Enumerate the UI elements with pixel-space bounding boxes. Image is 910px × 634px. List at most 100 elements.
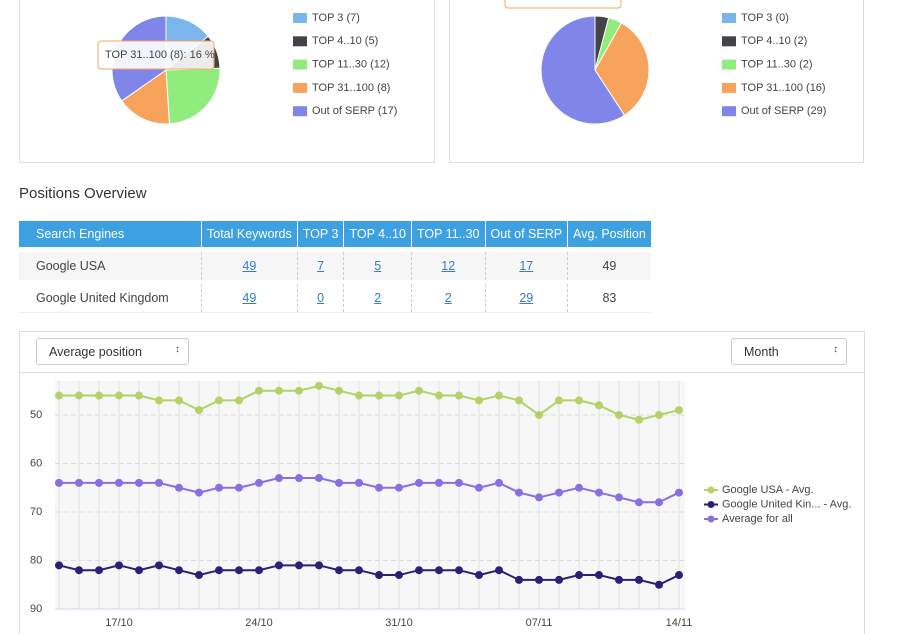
data-point bbox=[295, 561, 303, 570]
data-point bbox=[355, 478, 363, 487]
table-cell: 0 bbox=[296, 280, 344, 313]
column-header: TOP 3 bbox=[296, 221, 344, 250]
data-point bbox=[175, 483, 183, 492]
y-tick-label: 80 bbox=[30, 554, 42, 566]
data-point bbox=[155, 478, 163, 487]
data-point bbox=[315, 561, 323, 570]
data-point bbox=[535, 575, 543, 584]
data-point bbox=[355, 391, 363, 400]
data-point bbox=[155, 396, 163, 405]
data-point bbox=[75, 566, 83, 575]
y-tick-label: 50 bbox=[30, 409, 42, 421]
tooltip-box bbox=[504, 0, 622, 9]
tooltip-box bbox=[97, 40, 215, 70]
legend-label: Google USA - Avg. bbox=[722, 484, 814, 496]
legend-label: TOP 11..30 (12) bbox=[312, 59, 390, 71]
data-point bbox=[455, 566, 463, 575]
pie-slice bbox=[594, 22, 650, 116]
plot-bg bbox=[55, 381, 685, 609]
data-point bbox=[235, 566, 243, 575]
data-point bbox=[95, 566, 103, 575]
data-point bbox=[415, 386, 423, 395]
legend-label: TOP 3 (7) bbox=[312, 12, 360, 24]
legend-swatch bbox=[722, 59, 736, 70]
data-point bbox=[415, 566, 423, 575]
positions-table: Search Engines Total Keywords TOP 3 TOP 4..… bbox=[19, 221, 651, 313]
legend-label: TOP 31..100 (8) bbox=[312, 82, 390, 94]
table-cell: 49 bbox=[201, 280, 298, 313]
cell-link[interactable]: 49 bbox=[242, 259, 257, 273]
legend-label: Out of SERP (29) bbox=[741, 105, 826, 117]
data-point bbox=[175, 396, 183, 405]
divider bbox=[20, 372, 864, 373]
legend-label: TOP 4..10 (5) bbox=[312, 35, 378, 47]
data-point bbox=[215, 483, 223, 492]
cell-link[interactable]: 29 bbox=[519, 291, 534, 305]
legend-swatch bbox=[722, 82, 736, 93]
legend-label: Average for all bbox=[722, 513, 793, 525]
period-select[interactable]: Month bbox=[731, 338, 847, 365]
data-point bbox=[135, 391, 143, 400]
column-header: TOP 4..10 bbox=[343, 221, 412, 250]
x-tick-label: 24/10 bbox=[245, 617, 273, 629]
data-point bbox=[615, 575, 623, 584]
data-point bbox=[75, 478, 83, 487]
data-point bbox=[475, 571, 483, 580]
data-point bbox=[55, 391, 63, 400]
column-header: Avg. Position bbox=[567, 221, 651, 250]
data-point bbox=[95, 391, 103, 400]
legend-swatch bbox=[722, 36, 736, 47]
cell-link[interactable]: 0 bbox=[317, 291, 325, 305]
data-point bbox=[175, 566, 183, 575]
data-point bbox=[675, 406, 683, 415]
cell-link[interactable]: 2 bbox=[444, 291, 452, 305]
data-point bbox=[215, 566, 223, 575]
data-point bbox=[635, 575, 643, 584]
table-cell: 29 bbox=[484, 280, 568, 313]
data-point bbox=[75, 391, 83, 400]
data-point bbox=[115, 391, 123, 400]
data-point bbox=[255, 386, 263, 395]
legend-label: TOP 3 (0) bbox=[741, 12, 789, 24]
x-tick-label: 17/10 bbox=[105, 617, 133, 629]
data-point bbox=[395, 391, 403, 400]
data-point bbox=[195, 406, 203, 415]
data-point bbox=[115, 561, 123, 570]
legend-swatch bbox=[293, 59, 307, 70]
data-point bbox=[575, 396, 583, 405]
table-cell: 83 bbox=[567, 280, 651, 313]
table-cell: 49 bbox=[201, 247, 298, 282]
data-point bbox=[615, 493, 623, 502]
data-point bbox=[295, 474, 303, 483]
cell-link[interactable]: 7 bbox=[317, 259, 325, 273]
data-point bbox=[375, 483, 383, 492]
data-point bbox=[255, 566, 263, 575]
legend-swatch bbox=[293, 106, 307, 117]
cell-link[interactable]: 49 bbox=[242, 291, 257, 305]
data-point bbox=[115, 478, 123, 487]
legend-swatch bbox=[293, 82, 307, 93]
data-point bbox=[555, 396, 563, 405]
legend-swatch bbox=[293, 13, 307, 23]
data-point bbox=[395, 483, 403, 492]
cell-link[interactable]: 5 bbox=[374, 259, 382, 273]
data-point bbox=[495, 391, 503, 400]
table-row: Google USA 49 7 5 12 17 49 bbox=[19, 247, 651, 282]
data-point bbox=[55, 478, 63, 487]
legend-label: Out of SERP (17) bbox=[312, 105, 397, 117]
data-point bbox=[675, 488, 683, 497]
data-point bbox=[535, 493, 543, 502]
data-point bbox=[635, 498, 643, 507]
metric-select[interactable]: Average position bbox=[36, 338, 189, 365]
data-point bbox=[375, 571, 383, 580]
data-point bbox=[475, 396, 483, 405]
column-header: TOP 11..30 bbox=[410, 221, 486, 250]
data-point bbox=[235, 396, 243, 405]
cell-link[interactable]: 2 bbox=[374, 291, 382, 305]
data-point bbox=[155, 561, 163, 570]
table-cell: Google United Kingdom bbox=[19, 280, 202, 313]
column-header: Out of SERP bbox=[484, 221, 568, 250]
data-point bbox=[575, 483, 583, 492]
cell-link[interactable]: 12 bbox=[441, 259, 456, 273]
cell-link[interactable]: 17 bbox=[519, 259, 534, 273]
